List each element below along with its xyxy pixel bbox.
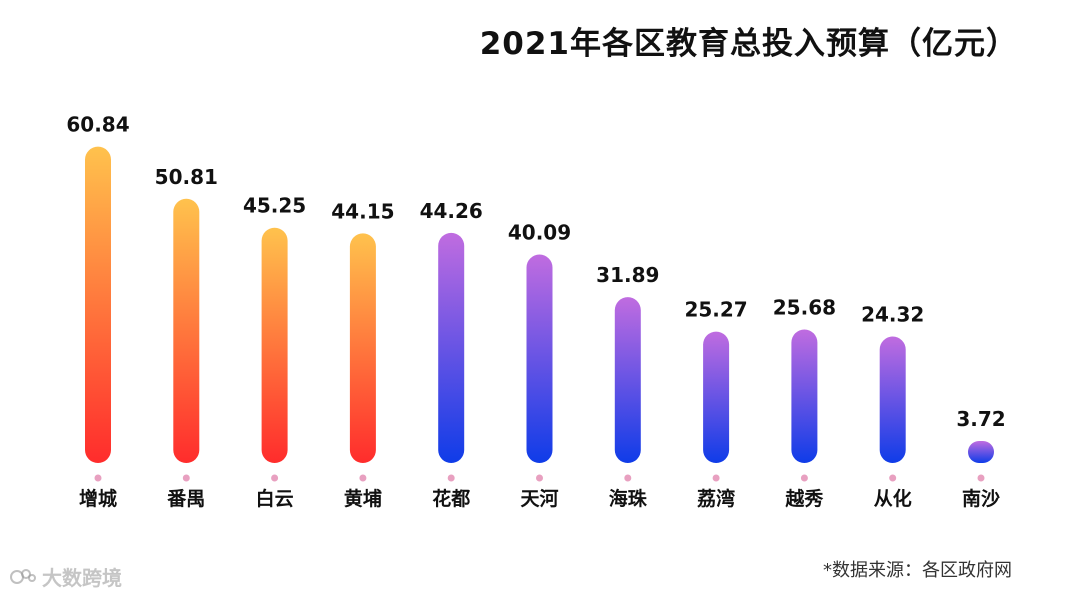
watermark-logo-icon	[10, 568, 36, 584]
bar-4	[438, 232, 465, 463]
axis-dot-7	[712, 474, 720, 482]
category-label-9: 从化	[874, 487, 912, 510]
value-label-8: 25.68	[773, 295, 836, 319]
axis-dot-4	[447, 474, 455, 482]
category-label-2: 白云	[256, 487, 294, 510]
category-label-3: 黄埔	[344, 487, 382, 510]
category-label-7: 荔湾	[697, 487, 735, 510]
axis-dot-0	[94, 474, 102, 482]
bar-6	[614, 297, 641, 463]
bar-8	[791, 329, 818, 463]
category-label-5: 天河	[520, 488, 558, 510]
category-label-1: 番禺	[166, 488, 205, 510]
bar-0	[85, 146, 111, 463]
value-label-6: 31.89	[596, 263, 659, 287]
bar-3	[349, 233, 376, 463]
value-label-7: 25.27	[684, 298, 747, 322]
value-label-4: 44.26	[420, 199, 483, 223]
axis-dot-2	[271, 474, 279, 482]
bar-2	[261, 227, 288, 463]
source-note: *数据来源：各区政府网	[823, 560, 1012, 581]
value-label-2: 45.25	[243, 194, 306, 218]
category-label-6: 海珠	[609, 487, 648, 510]
axis-dot-6	[624, 474, 632, 482]
value-label-5: 40.09	[508, 221, 571, 245]
axis-dot-5	[536, 474, 543, 482]
chart-title: 2021年各区教育总投入预算（亿元）	[479, 26, 1018, 62]
axis-dot-10	[977, 474, 985, 482]
axis-dot-1	[182, 474, 190, 482]
watermark: 大数跨境	[10, 562, 122, 591]
value-label-1: 50.81	[155, 165, 218, 189]
bar-1	[173, 198, 200, 463]
watermark-text: 大数跨境	[42, 566, 122, 590]
value-label-3: 44.15	[331, 199, 394, 223]
axis-dot-9	[889, 474, 897, 482]
bar-5	[526, 254, 553, 463]
value-label-10: 3.72	[956, 407, 1005, 431]
category-label-10: 南沙	[962, 488, 1000, 510]
bar-10	[968, 441, 994, 463]
value-label-9: 24.32	[861, 303, 924, 327]
category-label-0: 增城	[79, 487, 117, 510]
value-label-0: 60.84	[66, 113, 129, 137]
bar-9	[879, 336, 906, 463]
bar-7	[703, 331, 730, 463]
category-label-8: 越秀	[784, 487, 824, 510]
axis-dot-8	[800, 474, 808, 482]
axis-dot-3	[359, 474, 367, 482]
category-label-4: 花都	[432, 487, 470, 510]
